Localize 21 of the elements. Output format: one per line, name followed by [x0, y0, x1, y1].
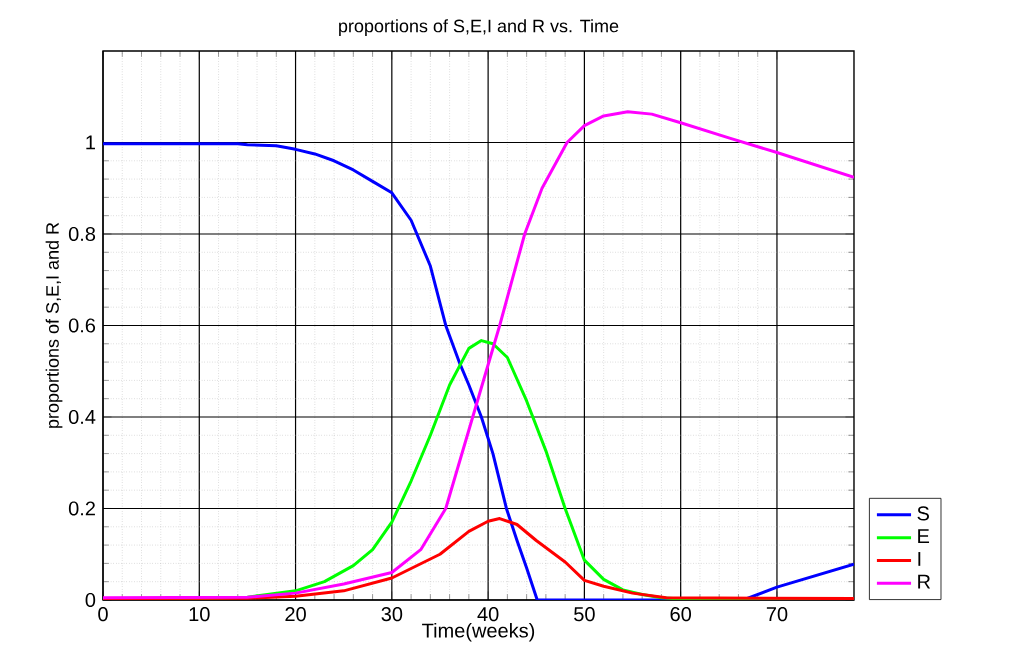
legend-label: R — [918, 574, 931, 589]
x-tick-label: 0 — [98, 607, 108, 622]
y-tick-label: 0.6 — [68, 318, 96, 333]
y-tick-label: 0.8 — [68, 226, 96, 242]
legend-label: S — [917, 506, 929, 521]
x-tick-label: 60 — [670, 607, 692, 622]
x-tick-label: 70 — [766, 607, 788, 622]
y-tick-label: 0 — [85, 592, 96, 608]
y-tick-label: 0.2 — [68, 501, 95, 516]
x-tick-label: 10 — [189, 607, 210, 622]
y-tick-label: 1 — [86, 135, 95, 150]
y-tick-label: 0.4 — [68, 409, 96, 425]
y-axis-title: proportions of S,E,I and R — [45, 222, 63, 428]
x-tick-label: 20 — [285, 607, 306, 622]
x-tick-label: 50 — [574, 607, 595, 622]
legend-label: E — [918, 529, 930, 544]
x-axis-title: Time(weeks) — [422, 622, 535, 642]
x-tick-label: 30 — [381, 607, 403, 622]
chart-title: proportions of S,E,I and R vs. Time — [339, 19, 619, 36]
legend-label: I — [918, 552, 921, 566]
x-tick-label: 40 — [477, 607, 499, 622]
